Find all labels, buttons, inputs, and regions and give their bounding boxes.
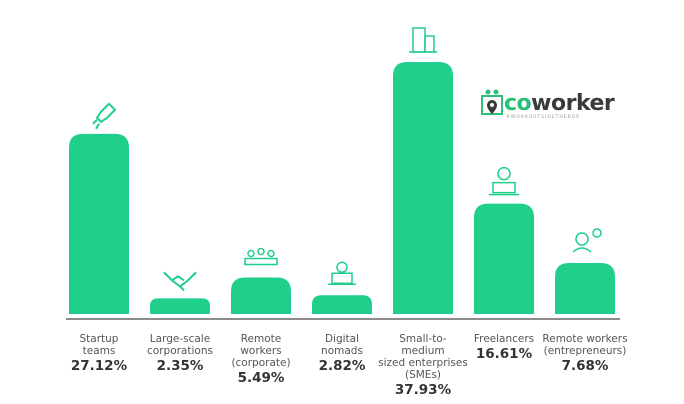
value-label: 2.35%	[156, 358, 204, 374]
category-label-line: Remote workers	[542, 333, 628, 345]
rocket-icon	[92, 102, 117, 130]
value-label: 2.82%	[318, 358, 366, 374]
laptop-user-icon	[328, 261, 356, 286]
category-label: Freelancers 16.61%	[459, 333, 549, 362]
category-label-line: corporations	[147, 345, 213, 357]
bar	[393, 62, 453, 314]
category-label: Digital nomads 2.82%	[297, 333, 387, 374]
category-label: Startup teams 27.12%	[54, 333, 144, 374]
category-label-line: Large-scale	[149, 333, 211, 345]
bar	[69, 133, 129, 314]
category-label: Remote workers (corporate) 5.49%	[216, 333, 306, 386]
category-label-line: (corporate)	[231, 357, 291, 369]
category-label: Remote workers (entrepreneurs) 7.68%	[540, 333, 630, 374]
category-label-line: Digital	[324, 333, 360, 345]
value-label: 37.93%	[394, 382, 452, 398]
bar	[474, 203, 534, 314]
category-label: Small-to-medium sized enterprises (SMEs) 37…	[378, 333, 468, 398]
handshake-icon	[163, 271, 197, 292]
category-label-line: (SMEs)	[404, 369, 442, 381]
entrepreneur-icon	[572, 228, 602, 253]
category-label-line: Small-to-medium	[399, 333, 447, 357]
value-label: 27.12%	[70, 358, 128, 374]
category-label: Large-scale corporations 2.35%	[135, 333, 225, 374]
bar	[150, 298, 210, 314]
category-label-line: (entrepreneurs)	[543, 345, 627, 357]
logo-pin-icon	[481, 89, 503, 115]
bar	[312, 295, 372, 314]
category-label-line: nomads	[321, 345, 363, 357]
category-label-line: teams	[82, 345, 116, 357]
bar	[555, 262, 615, 314]
logo-wordmark: coworker	[504, 90, 615, 116]
logo-tagline: #WORKOUTSIDETHEBOX	[506, 115, 580, 120]
category-label-line: Remote	[240, 333, 282, 345]
coworker-logo: coworker #WORKOUTSIDETHEBOX	[480, 88, 615, 120]
category-label-line: sized enterprises	[378, 357, 468, 369]
category-label-line: workers	[240, 345, 282, 357]
team-icon	[244, 247, 278, 266]
bar	[231, 277, 291, 314]
building-icon	[409, 27, 437, 53]
value-label: 5.49%	[237, 370, 285, 386]
category-label-line: Startup	[79, 333, 119, 345]
value-label: 7.68%	[561, 358, 609, 374]
value-label: 16.61%	[475, 346, 533, 362]
category-label-line: Freelancers	[473, 333, 535, 345]
freelancer-icon	[489, 166, 519, 196]
